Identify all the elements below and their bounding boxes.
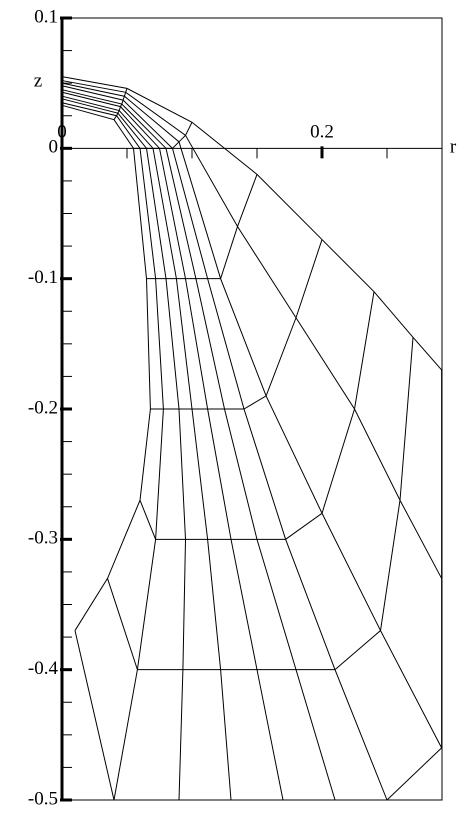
- mesh-line: [61, 102, 164, 801]
- mesh-cross-line: [74, 369, 443, 801]
- y-tick-label: -0.2: [28, 397, 58, 418]
- x-axis-label: r: [450, 136, 457, 157]
- mesh-cross-line: [146, 174, 258, 280]
- mesh-cross-line: [150, 239, 323, 410]
- mesh-line: [61, 91, 284, 801]
- mesh-line: [61, 80, 443, 579]
- mesh-line: [61, 104, 151, 631]
- plot-frame: [61, 17, 443, 801]
- y-tick-label: 0.1: [34, 6, 58, 27]
- mesh-cross-line: [113, 88, 128, 120]
- y-tick-label: -0.5: [28, 788, 58, 809]
- mesh-cross-line: [139, 291, 375, 540]
- y-tick-label: -0.3: [28, 528, 58, 549]
- mesh-line: [61, 98, 187, 801]
- mesh-line: [61, 95, 232, 801]
- y-tick-label: 0: [49, 137, 59, 158]
- x-tick-label: 0.2: [310, 122, 334, 143]
- mesh-cross-line: [133, 122, 193, 149]
- mesh-line: [61, 85, 388, 801]
- y-tick-label: -0.4: [28, 658, 59, 679]
- x-tick-label: 0: [57, 122, 67, 143]
- mesh-line: [61, 76, 442, 371]
- y-axis-label: z: [34, 70, 42, 91]
- y-tick-label: -0.1: [28, 267, 58, 288]
- mesh-line: [61, 82, 443, 749]
- mesh-line: [61, 89, 336, 801]
- mesh-cross-line: [107, 337, 414, 671]
